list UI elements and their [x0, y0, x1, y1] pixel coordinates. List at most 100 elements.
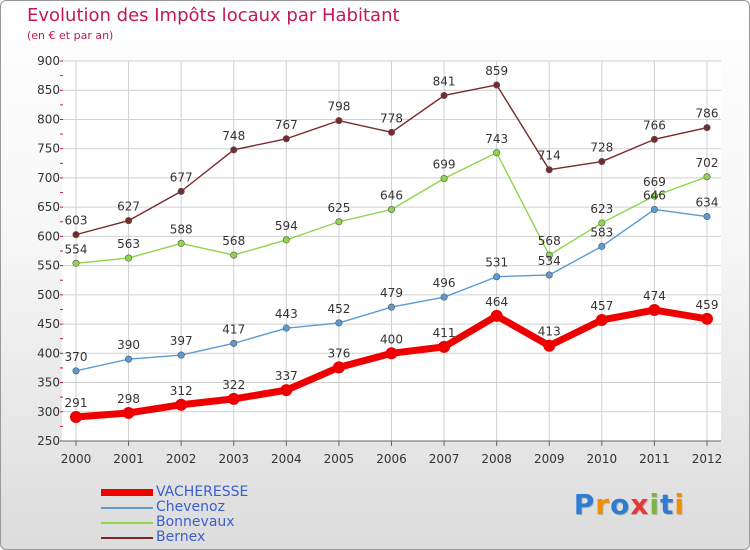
data-label: 841	[433, 74, 456, 88]
y-tick-label: 300	[37, 405, 60, 419]
data-label: 594	[275, 219, 298, 233]
data-point	[650, 135, 658, 143]
data-point	[125, 217, 133, 225]
y-tick-label: 550	[37, 259, 60, 273]
data-point	[335, 218, 343, 226]
data-point	[282, 324, 290, 332]
data-point	[282, 236, 290, 244]
data-point	[490, 309, 503, 322]
data-label: 496	[433, 276, 456, 290]
logo-letter: x	[630, 488, 650, 521]
legend-label: VACHERESSE	[156, 484, 249, 500]
data-point	[125, 254, 133, 262]
data-point	[650, 192, 658, 200]
x-tick-label: 2005	[324, 452, 355, 466]
data-label: 646	[643, 188, 666, 202]
data-point	[703, 173, 711, 181]
y-tick-label: 900	[37, 54, 60, 68]
data-point	[595, 313, 608, 326]
data-point	[282, 135, 290, 143]
x-tick-label: 2012	[692, 452, 723, 466]
data-point	[72, 367, 80, 375]
y-tick-label: 800	[37, 112, 60, 126]
data-label: 531	[485, 256, 508, 270]
data-point	[175, 398, 188, 411]
logo-letter: r	[595, 488, 611, 521]
chart-subtitle: (en € et par an)	[27, 29, 114, 42]
data-label: 390	[117, 338, 140, 352]
logo-letter: o	[610, 488, 631, 521]
data-label: 479	[380, 286, 403, 300]
x-tick-label: 2001	[113, 452, 144, 466]
data-point	[280, 384, 293, 397]
data-label: 370	[65, 350, 88, 364]
data-label: 625	[327, 201, 350, 215]
data-label: 400	[380, 332, 403, 346]
data-point	[440, 293, 448, 301]
data-point	[122, 406, 135, 419]
data-label: 699	[433, 158, 456, 172]
data-label: 714	[538, 149, 561, 163]
data-label: 568	[222, 234, 245, 248]
data-point	[332, 361, 345, 374]
data-point	[701, 312, 713, 325]
data-label: 312	[170, 384, 193, 398]
data-label: 459	[696, 298, 719, 312]
data-point	[598, 242, 606, 250]
data-point	[703, 124, 711, 132]
data-point	[177, 239, 185, 247]
data-label: 859	[485, 64, 508, 78]
data-label: 376	[327, 346, 350, 360]
data-label: 322	[222, 378, 245, 392]
y-tick-label: 500	[37, 288, 60, 302]
data-point	[493, 149, 501, 157]
data-label: 702	[696, 156, 719, 170]
x-tick-label: 2010	[587, 452, 618, 466]
y-tick-label: 850	[37, 83, 60, 97]
data-point	[335, 319, 343, 327]
data-point	[440, 175, 448, 183]
data-point	[387, 128, 395, 136]
y-tick-label: 400	[37, 346, 60, 360]
data-point	[598, 219, 606, 227]
data-label: 554	[65, 242, 88, 256]
x-tick-label: 2000	[61, 452, 92, 466]
legend-swatch	[101, 507, 153, 509]
x-tick-label: 2007	[429, 452, 460, 466]
data-label: 534	[538, 254, 561, 268]
data-point	[72, 259, 80, 267]
data-point	[703, 213, 711, 221]
data-label: 634	[696, 196, 719, 210]
data-label: 728	[590, 141, 613, 155]
data-label: 603	[65, 214, 88, 228]
data-label: 766	[643, 118, 666, 132]
data-point	[650, 205, 658, 213]
legend-swatch	[101, 522, 153, 524]
data-label: 623	[590, 202, 613, 216]
data-point	[440, 91, 448, 99]
x-tick-label: 2002	[166, 452, 197, 466]
data-point	[125, 355, 133, 363]
y-tick-label: 450	[37, 317, 60, 331]
data-label: 677	[170, 170, 193, 184]
data-label: 767	[275, 118, 298, 132]
data-point	[227, 392, 240, 405]
y-tick-label: 250	[37, 434, 60, 448]
data-label: 474	[643, 289, 666, 303]
y-tick-label: 350	[37, 376, 60, 390]
data-label: 583	[590, 225, 613, 239]
legend-swatch	[101, 537, 153, 539]
x-tick-label: 2011	[639, 452, 670, 466]
data-label: 291	[65, 396, 88, 410]
data-point	[70, 411, 82, 424]
data-label: 397	[170, 334, 193, 348]
data-label: 786	[696, 107, 719, 121]
data-label: 646	[380, 188, 403, 202]
data-point	[385, 347, 398, 360]
legend-label: Bernex	[156, 529, 206, 545]
data-point	[387, 205, 395, 213]
x-tick-label: 2006	[376, 452, 407, 466]
data-label: 748	[222, 129, 245, 143]
data-point	[543, 339, 556, 352]
